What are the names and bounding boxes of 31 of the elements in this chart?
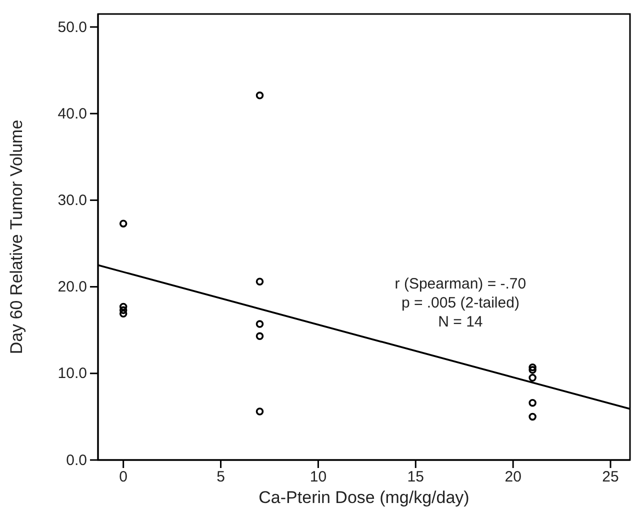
- y-tick-label: 50.0: [58, 18, 87, 36]
- y-tick-label: 20.0: [58, 278, 87, 296]
- point: [256, 278, 264, 286]
- point: [256, 332, 264, 340]
- y-tick-label: 0.0: [66, 452, 87, 469]
- point: [528, 363, 536, 372]
- point: [256, 408, 264, 416]
- annotation: r (Spearman) = -.70: [394, 276, 526, 293]
- x-tick-label: 20: [504, 468, 522, 486]
- annotation: p = .005 (2-tailed): [401, 294, 520, 312]
- x-tick-label: 5: [216, 468, 225, 486]
- point: [528, 398, 536, 407]
- point: [256, 92, 264, 100]
- x-tick-label: 0: [119, 468, 128, 486]
- point: [528, 374, 536, 382]
- point: [119, 302, 128, 311]
- point: [119, 306, 128, 314]
- point: [528, 412, 536, 421]
- y-tick-label: 10.0: [58, 365, 87, 382]
- point: [528, 366, 536, 374]
- point: [256, 320, 264, 328]
- x-tick-label: 10: [310, 468, 327, 486]
- x-tick-label: 15: [407, 468, 424, 486]
- y-axis-title: Day 60 Relative Tumor Volume: [7, 120, 26, 354]
- x-axis-title: Ca-Pterin Dose (mg/kg/day): [258, 488, 470, 507]
- y-tick-label: 30.0: [58, 192, 87, 209]
- y-tick-label: 40.0: [58, 105, 87, 122]
- x-tick-label: 25: [602, 468, 619, 486]
- annotation: N = 14: [438, 314, 483, 331]
- point: [119, 220, 128, 228]
- point: [119, 310, 128, 318]
